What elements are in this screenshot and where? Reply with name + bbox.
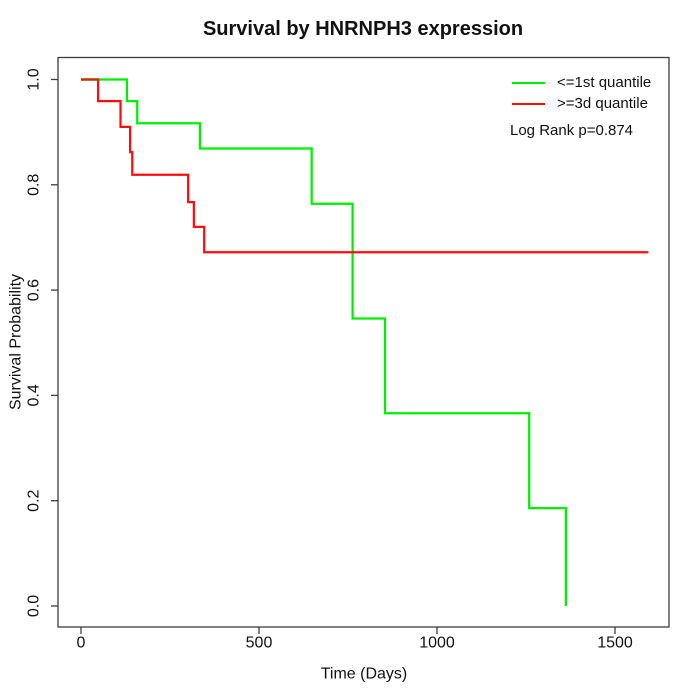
survival-curve-group2 [81,78,649,254]
logrank-pvalue: Log Rank p=0.874 [510,122,634,139]
plot-box [57,56,670,628]
axes-layer: 0 500 1000 1500 0.0 0.2 0.4 0.6 0.8 1.0 [26,56,670,652]
x-tick-label: 500 [246,635,273,652]
legend-label-first-quantile: <=1st quantile [557,74,652,91]
y-tick-label: 0.2 [26,489,43,511]
x-tick-label: 0 [77,635,86,652]
legend-item-first-quantile: <=1st quantile [512,72,651,93]
y-tick-label: 0.8 [26,174,43,196]
legend-line-red-icon [512,102,545,105]
y-axis-label: Survival Probability [8,274,25,410]
y-tick-label: 0.0 [26,595,43,617]
legend-item-third-quantile: >=3d quantile [512,93,651,114]
survival-curve-group1 [81,78,567,606]
x-tick-label: 1500 [597,635,633,652]
x-axis-label: Time (Days) [321,666,408,683]
plot-title: Survival by HNRNPH3 expression [203,18,523,40]
curves-layer [81,78,649,606]
y-tick-label: 1.0 [26,68,43,90]
legend-label-third-quantile: >=3d quantile [557,95,648,112]
y-tick-label: 0.6 [26,279,43,301]
y-tick-label: 0.4 [26,384,43,406]
legend-line-green-icon [512,81,545,84]
legend: <=1st quantile >=3d quantile Log Rank p=… [510,72,651,139]
x-tick-label: 1000 [419,635,455,652]
